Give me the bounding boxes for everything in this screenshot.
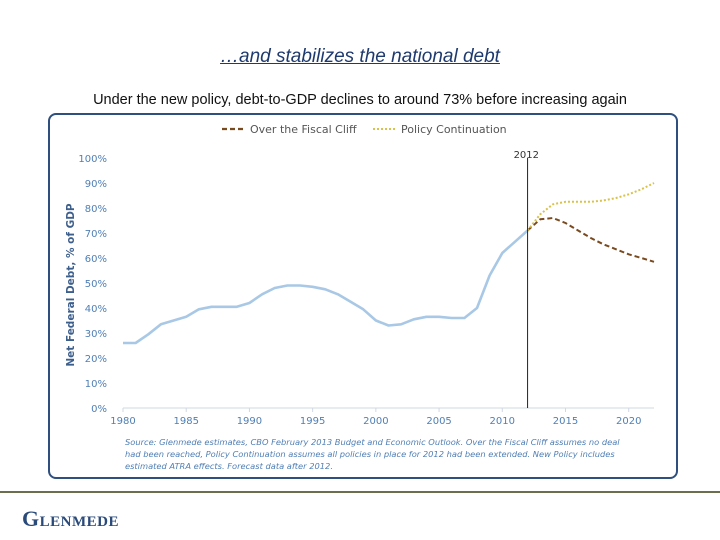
y-tick-label: 70% <box>85 229 107 240</box>
x-tick-label: 1990 <box>237 416 262 427</box>
debt-to-gdp-chart: Over the Fiscal Cliff Policy Continuatio… <box>65 123 655 471</box>
slide-subtitle: Under the new policy, debt-to-GDP declin… <box>93 92 627 108</box>
y-tick-label: 40% <box>85 304 107 315</box>
y-tick-label: 90% <box>85 179 107 190</box>
x-tick-label: 1985 <box>173 416 198 427</box>
y-tick-label: 80% <box>85 204 107 215</box>
source-note: Source: Glenmede estimates, CBO February… <box>125 437 620 471</box>
x-tick-label: 1995 <box>300 416 325 427</box>
legend-label-policy-continuation: Policy Continuation <box>401 123 507 136</box>
y-tick-label: 50% <box>85 279 107 290</box>
source-note-line-2: had been reached, Policy Continuation as… <box>125 449 615 459</box>
series-policy-continuation <box>526 182 655 232</box>
footer-rule <box>0 491 720 493</box>
glenmede-logo: Glenmede <box>22 506 119 531</box>
y-tick-label: 10% <box>85 379 107 390</box>
x-tick-label: 2005 <box>426 416 451 427</box>
marker-label-2012: 2012 <box>514 150 539 161</box>
y-tick-label: 20% <box>85 354 107 365</box>
year-marker: 2012 <box>514 150 539 408</box>
source-note-line-1: Source: Glenmede estimates, CBO February… <box>125 437 620 447</box>
x-tick-label: 2015 <box>553 416 578 427</box>
x-tick-label: 1980 <box>110 416 135 427</box>
slide-title: …and stabilizes the national debt <box>220 46 500 67</box>
series-lines <box>123 182 655 345</box>
y-tick-label: 30% <box>85 329 107 340</box>
x-tick-label: 2000 <box>363 416 388 427</box>
legend: Over the Fiscal Cliff Policy Continuatio… <box>222 123 507 136</box>
x-tick-label: 2020 <box>616 416 641 427</box>
y-tick-label: 100% <box>78 154 107 165</box>
series-fiscal-cliff <box>526 217 655 263</box>
source-note-line-3: estimated ATRA effects. Forecast data af… <box>125 461 333 471</box>
series-historical <box>123 229 529 345</box>
legend-label-fiscal-cliff: Over the Fiscal Cliff <box>250 123 357 136</box>
axes: 0% 10% 20% 30% 40% 50% 60% 70% 80% 90% 100% 1980 198… <box>78 154 654 427</box>
x-tick-label: 2010 <box>490 416 515 427</box>
y-tick-label: 0% <box>91 404 107 415</box>
y-axis-title: Net Federal Debt, % of GDP <box>65 203 77 367</box>
y-tick-label: 60% <box>85 254 107 265</box>
chart-frame: Over the Fiscal Cliff Policy Continuatio… <box>48 113 678 479</box>
